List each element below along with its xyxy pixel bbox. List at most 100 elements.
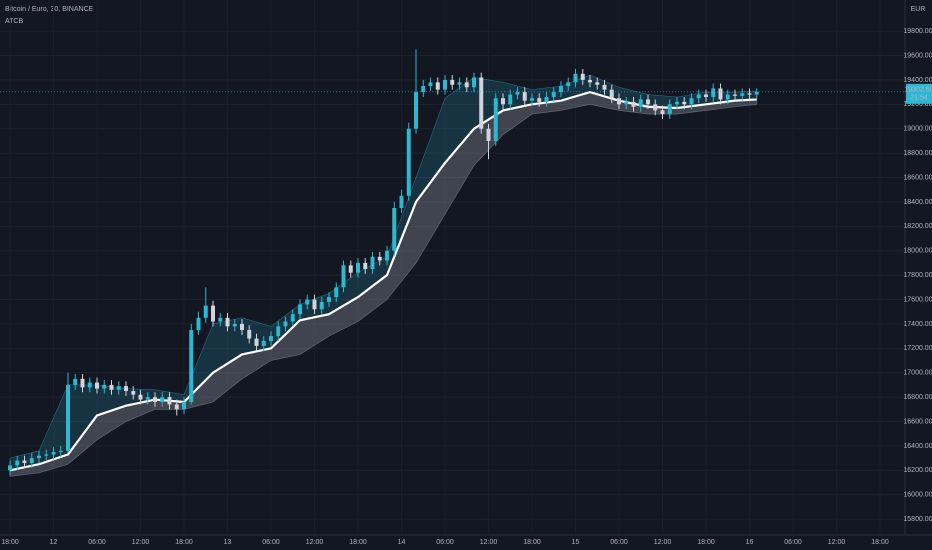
- candle-body: [218, 317, 223, 322]
- candle-body: [667, 104, 672, 115]
- candle-body: [508, 94, 513, 105]
- candle-body: [428, 82, 433, 87]
- candle-body: [580, 73, 585, 80]
- y-tick-label: 19400.00: [903, 77, 932, 84]
- candle-body: [703, 94, 708, 97]
- x-tick-label: 18:00: [697, 539, 715, 546]
- candle-body: [464, 82, 469, 88]
- candle-body: [167, 397, 172, 405]
- candle-body: [95, 382, 100, 389]
- candle-body: [261, 341, 266, 346]
- candle-body: [616, 98, 621, 105]
- candle-body: [457, 82, 462, 85]
- currency-label: EUR: [911, 6, 926, 13]
- price-tag-label: 19302.60: [904, 87, 932, 94]
- x-tick-label: 18:00: [175, 539, 193, 546]
- candle-body: [442, 79, 447, 90]
- candle-body: [225, 317, 230, 327]
- candle-body: [109, 384, 114, 390]
- candle-body: [8, 465, 13, 471]
- candle-body: [283, 321, 288, 327]
- y-tick-label: 19000.00: [903, 126, 932, 133]
- candle-body: [124, 386, 129, 392]
- candle-body: [377, 256, 382, 261]
- x-tick-label: 12:00: [480, 539, 498, 546]
- candle-body: [290, 314, 295, 322]
- x-tick-label: 18:00: [523, 539, 541, 546]
- candle-body: [189, 330, 194, 403]
- x-tick-label: 13: [224, 539, 232, 546]
- candle-body: [29, 458, 34, 464]
- candle-body: [725, 94, 730, 100]
- candle-body: [450, 79, 455, 85]
- candle-body: [631, 101, 636, 107]
- candle-body: [240, 323, 245, 331]
- y-tick-label: 17400.00: [903, 321, 932, 328]
- candle-body: [587, 79, 592, 83]
- candle-body: [573, 73, 578, 83]
- x-tick-label: 12:00: [306, 539, 324, 546]
- candle-body: [500, 98, 505, 105]
- candle-body: [660, 110, 665, 115]
- candle-body: [334, 287, 339, 298]
- y-tick-label: 17200.00: [903, 345, 932, 352]
- candle-body: [174, 404, 179, 410]
- x-tick-label: 12:00: [654, 539, 672, 546]
- candle-body: [298, 304, 302, 315]
- candle-body: [754, 91, 759, 95]
- y-tick-label: 18600.00: [903, 174, 932, 181]
- candle-body: [87, 382, 92, 388]
- candle-body: [37, 455, 42, 459]
- candle-body: [247, 330, 252, 339]
- candle-body: [66, 384, 71, 451]
- candle-body: [102, 384, 107, 389]
- candle-body: [160, 397, 165, 403]
- y-tick-label: 18400.00: [903, 199, 932, 206]
- y-tick-label: 19600.00: [903, 52, 932, 59]
- x-tick-label: 18:00: [871, 539, 889, 546]
- candle-body: [211, 305, 216, 322]
- candle-body: [196, 317, 201, 331]
- x-tick-label: 12:00: [132, 539, 150, 546]
- candle-body: [232, 323, 237, 327]
- candle-body: [479, 77, 484, 129]
- candle-body: [544, 96, 549, 102]
- candle-body: [689, 98, 694, 105]
- candle-body: [558, 86, 563, 93]
- candle-body: [747, 93, 752, 95]
- candle-body: [116, 386, 121, 390]
- candle-body: [551, 92, 556, 97]
- y-tick-label: 19200.00: [903, 101, 932, 108]
- y-tick-label: 16200.00: [903, 467, 932, 474]
- y-tick-label: 18000.00: [903, 248, 932, 255]
- x-tick-label: 12:00: [828, 539, 846, 546]
- candle-body: [399, 195, 404, 209]
- candle-body: [653, 104, 658, 111]
- candle-body: [406, 128, 411, 196]
- candle-body: [326, 297, 331, 302]
- candle-body: [145, 397, 150, 400]
- candle-body: [254, 338, 259, 346]
- candle-body: [355, 262, 360, 273]
- x-tick-label: 06:00: [262, 539, 280, 546]
- candle-body: [486, 128, 491, 141]
- candle-body: [153, 397, 158, 403]
- x-tick-label: 12: [50, 539, 58, 546]
- candle-body: [413, 92, 418, 129]
- y-tick-label: 16800.00: [903, 394, 932, 401]
- candle-body: [319, 301, 324, 310]
- candle-body: [203, 305, 208, 318]
- candle-body: [435, 82, 440, 90]
- candle-body: [312, 299, 317, 310]
- y-tick-label: 16000.00: [903, 492, 932, 499]
- y-tick-label: 18200.00: [903, 223, 932, 230]
- chart-title: Bitcoin / Euro, 30, BINANCE: [5, 6, 94, 13]
- candle-body: [471, 77, 476, 88]
- candle-body: [182, 402, 187, 410]
- x-tick-label: 06:00: [784, 539, 802, 546]
- candle-body: [305, 299, 310, 305]
- x-tick-label: 18:00: [349, 539, 367, 546]
- candle-body: [696, 94, 701, 99]
- y-tick-label: 15800.00: [903, 516, 932, 523]
